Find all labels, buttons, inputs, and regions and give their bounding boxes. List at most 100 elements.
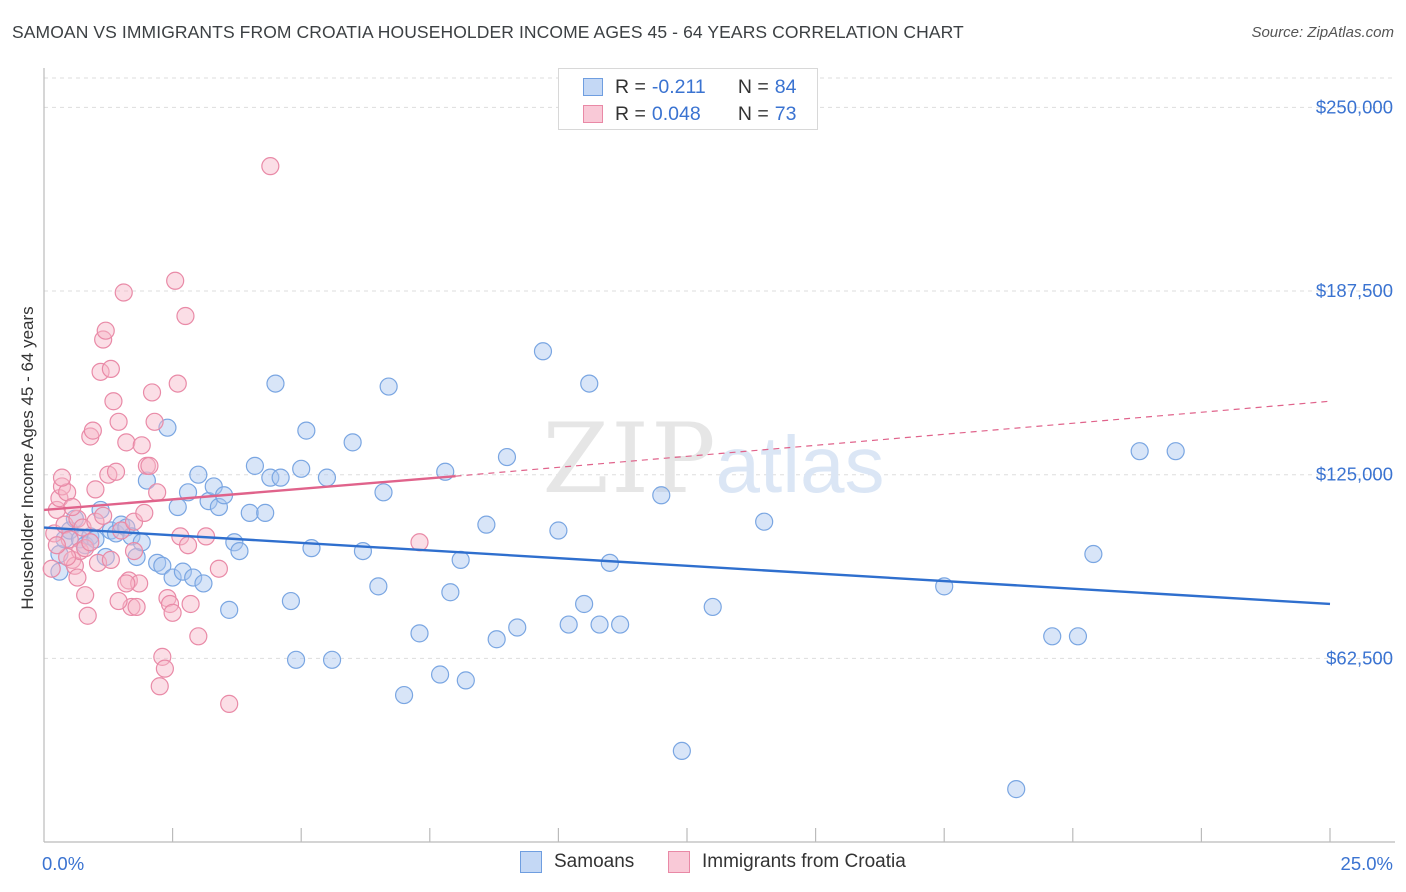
croatia-point: [42, 559, 61, 578]
croatia-point: [153, 647, 172, 666]
samoans-point: [533, 342, 553, 361]
samoans-point: [755, 512, 774, 531]
stats-row-samoans: R = -0.211 N = 84: [583, 74, 796, 100]
samoans-point: [168, 497, 187, 517]
croatia-point: [117, 574, 136, 593]
source-label: Source: ZipAtlas.com: [1251, 24, 1394, 41]
samoans-point: [271, 468, 290, 487]
samoans-swatch: [583, 78, 603, 96]
samoans-point: [266, 374, 285, 393]
samoans-point: [261, 468, 280, 487]
x-tick-label: 25.0%: [1341, 853, 1393, 874]
croatia-point: [130, 574, 149, 593]
croatia-point: [83, 421, 102, 440]
samoans-point: [1130, 442, 1149, 461]
legend-item-croatia[interactable]: Immigrants from Croatia: [668, 851, 906, 873]
chart-legend: Samoans Immigrants from Croatia: [0, 851, 1406, 879]
legend-swatch-croatia: [668, 851, 690, 873]
legend-item-samoans[interactable]: Samoans: [520, 851, 634, 873]
croatia-point: [410, 533, 429, 552]
samoans-point: [163, 568, 182, 587]
samoans-point: [487, 630, 506, 649]
croatia-point: [101, 359, 120, 379]
samoans-point: [317, 468, 337, 487]
croatia-point: [86, 480, 105, 499]
croatia-point: [176, 306, 195, 326]
croatia-point: [261, 157, 280, 176]
croatia-point: [142, 383, 162, 402]
croatia-point: [163, 603, 182, 622]
croatia-point: [150, 677, 169, 696]
n-value-croatia: 73: [774, 102, 797, 125]
samoans-point: [559, 615, 578, 634]
croatia-point: [209, 559, 228, 578]
samoans-point: [1007, 780, 1026, 799]
watermark-zip: ZIP: [542, 403, 717, 515]
croatia-point: [104, 392, 123, 411]
croatia-point: [76, 586, 95, 605]
samoans-point: [343, 433, 362, 452]
samoans-point: [600, 553, 619, 572]
croatia-point: [58, 547, 77, 567]
grid-layer: [44, 77, 1395, 659]
croatia-point: [189, 627, 208, 646]
r-value-samoans: -0.211: [651, 75, 706, 98]
samoans-point: [281, 591, 301, 611]
croatia-point: [76, 539, 95, 558]
samoans-point: [394, 685, 414, 705]
samoans-point: [230, 541, 249, 561]
croatia-point: [117, 433, 136, 452]
croatia-point: [132, 436, 151, 455]
croatia-point: [78, 606, 97, 625]
tick-label-layer: $62,500 $125,000 $187,500 $250,000 0.0% 25.0%: [42, 96, 1393, 874]
croatia-point: [109, 591, 128, 611]
croatia-point: [94, 506, 113, 525]
croatia-trend-line-extension: [455, 400, 1331, 477]
legend-label-samoans: Samoans: [554, 851, 635, 872]
samoans-point: [194, 574, 213, 593]
samoans-point: [1068, 627, 1088, 646]
samoans-point: [189, 465, 208, 484]
chart-title: SAMOAN VS IMMIGRANTS FROM CROATIA HOUSEH…: [12, 22, 964, 42]
croatia-point: [101, 550, 120, 570]
samoans-point: [477, 515, 496, 534]
r-value-croatia: 0.048: [651, 102, 701, 125]
croatia-point: [220, 694, 239, 713]
croatia-point: [52, 468, 72, 487]
stats-row-croatia: R = 0.048 N = 73: [583, 101, 796, 127]
samoans-point: [410, 624, 429, 643]
croatia-point: [68, 509, 87, 528]
samoans-point: [1084, 544, 1103, 564]
samoans-point: [456, 671, 475, 690]
samoans-point: [286, 650, 306, 669]
r-label: R =: [615, 102, 646, 125]
stats-legend-box: R = -0.211 N = 84 R = 0.048 N = 73: [558, 68, 818, 130]
samoans-point: [374, 483, 393, 502]
samoans-point: [1166, 442, 1185, 461]
croatia-trend-line: [43, 474, 456, 512]
samoans-point: [508, 618, 527, 637]
croatia-point: [96, 321, 115, 340]
croatia-point: [106, 462, 126, 481]
samoans-point: [292, 459, 311, 478]
watermark-atlas: atlas: [716, 420, 885, 509]
samoans-point: [173, 562, 192, 581]
croatia-point: [124, 541, 144, 561]
samoans-point: [652, 486, 671, 505]
samoans-point: [209, 497, 228, 517]
n-label: N =: [737, 75, 769, 98]
samoans-point: [703, 597, 722, 617]
croatia-point: [178, 536, 198, 555]
croatia-point: [127, 597, 146, 617]
samoans-point: [369, 577, 388, 596]
samoans-point: [148, 553, 167, 572]
croatia-point: [68, 568, 87, 587]
r-label: R =: [615, 75, 646, 98]
samoans-point: [379, 377, 398, 396]
samoans-point: [451, 550, 470, 570]
n-label: N =: [737, 102, 769, 125]
x-tick-label: 0.0%: [42, 853, 84, 874]
croatia-point: [81, 533, 100, 552]
samoans-point: [611, 615, 630, 634]
points-layer: [42, 157, 1185, 799]
